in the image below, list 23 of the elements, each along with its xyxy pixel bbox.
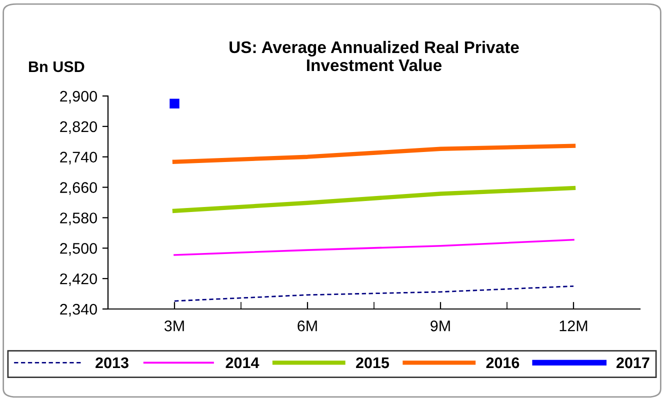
x-tick-label: 9M [430, 320, 450, 332]
y-tick-label: 2,660 [60, 182, 97, 195]
chart-title: US: Average Annualized Real Private Investment Value [230, 40, 519, 72]
line-series [172, 186, 576, 213]
x-tick-label: 3M [164, 320, 184, 332]
x-tick-label: 12M [560, 320, 588, 332]
line-series [174, 285, 574, 302]
legend-label: 2014 [226, 357, 260, 368]
y-tick-label: 2,740 [60, 152, 97, 164]
y-tick-label: 2,900 [60, 90, 97, 104]
y-tick-label: 2,420 [60, 273, 97, 286]
x-tick-label: 6M [298, 320, 317, 332]
line-series [172, 144, 576, 164]
y-tick-label: 2,500 [60, 243, 97, 256]
legend-label: 2015 [356, 357, 390, 368]
line-series [174, 238, 574, 256]
y-tick-label: 2,820 [60, 121, 97, 134]
y-tick-label: 2,340 [60, 304, 97, 316]
legend-label: 2013 [96, 357, 128, 368]
y-tick-label: 2,580 [60, 212, 97, 226]
legend-label: 2016 [486, 357, 520, 368]
y-axis-title: Bn USD [29, 61, 84, 72]
legend-label: 2017 [616, 357, 650, 368]
